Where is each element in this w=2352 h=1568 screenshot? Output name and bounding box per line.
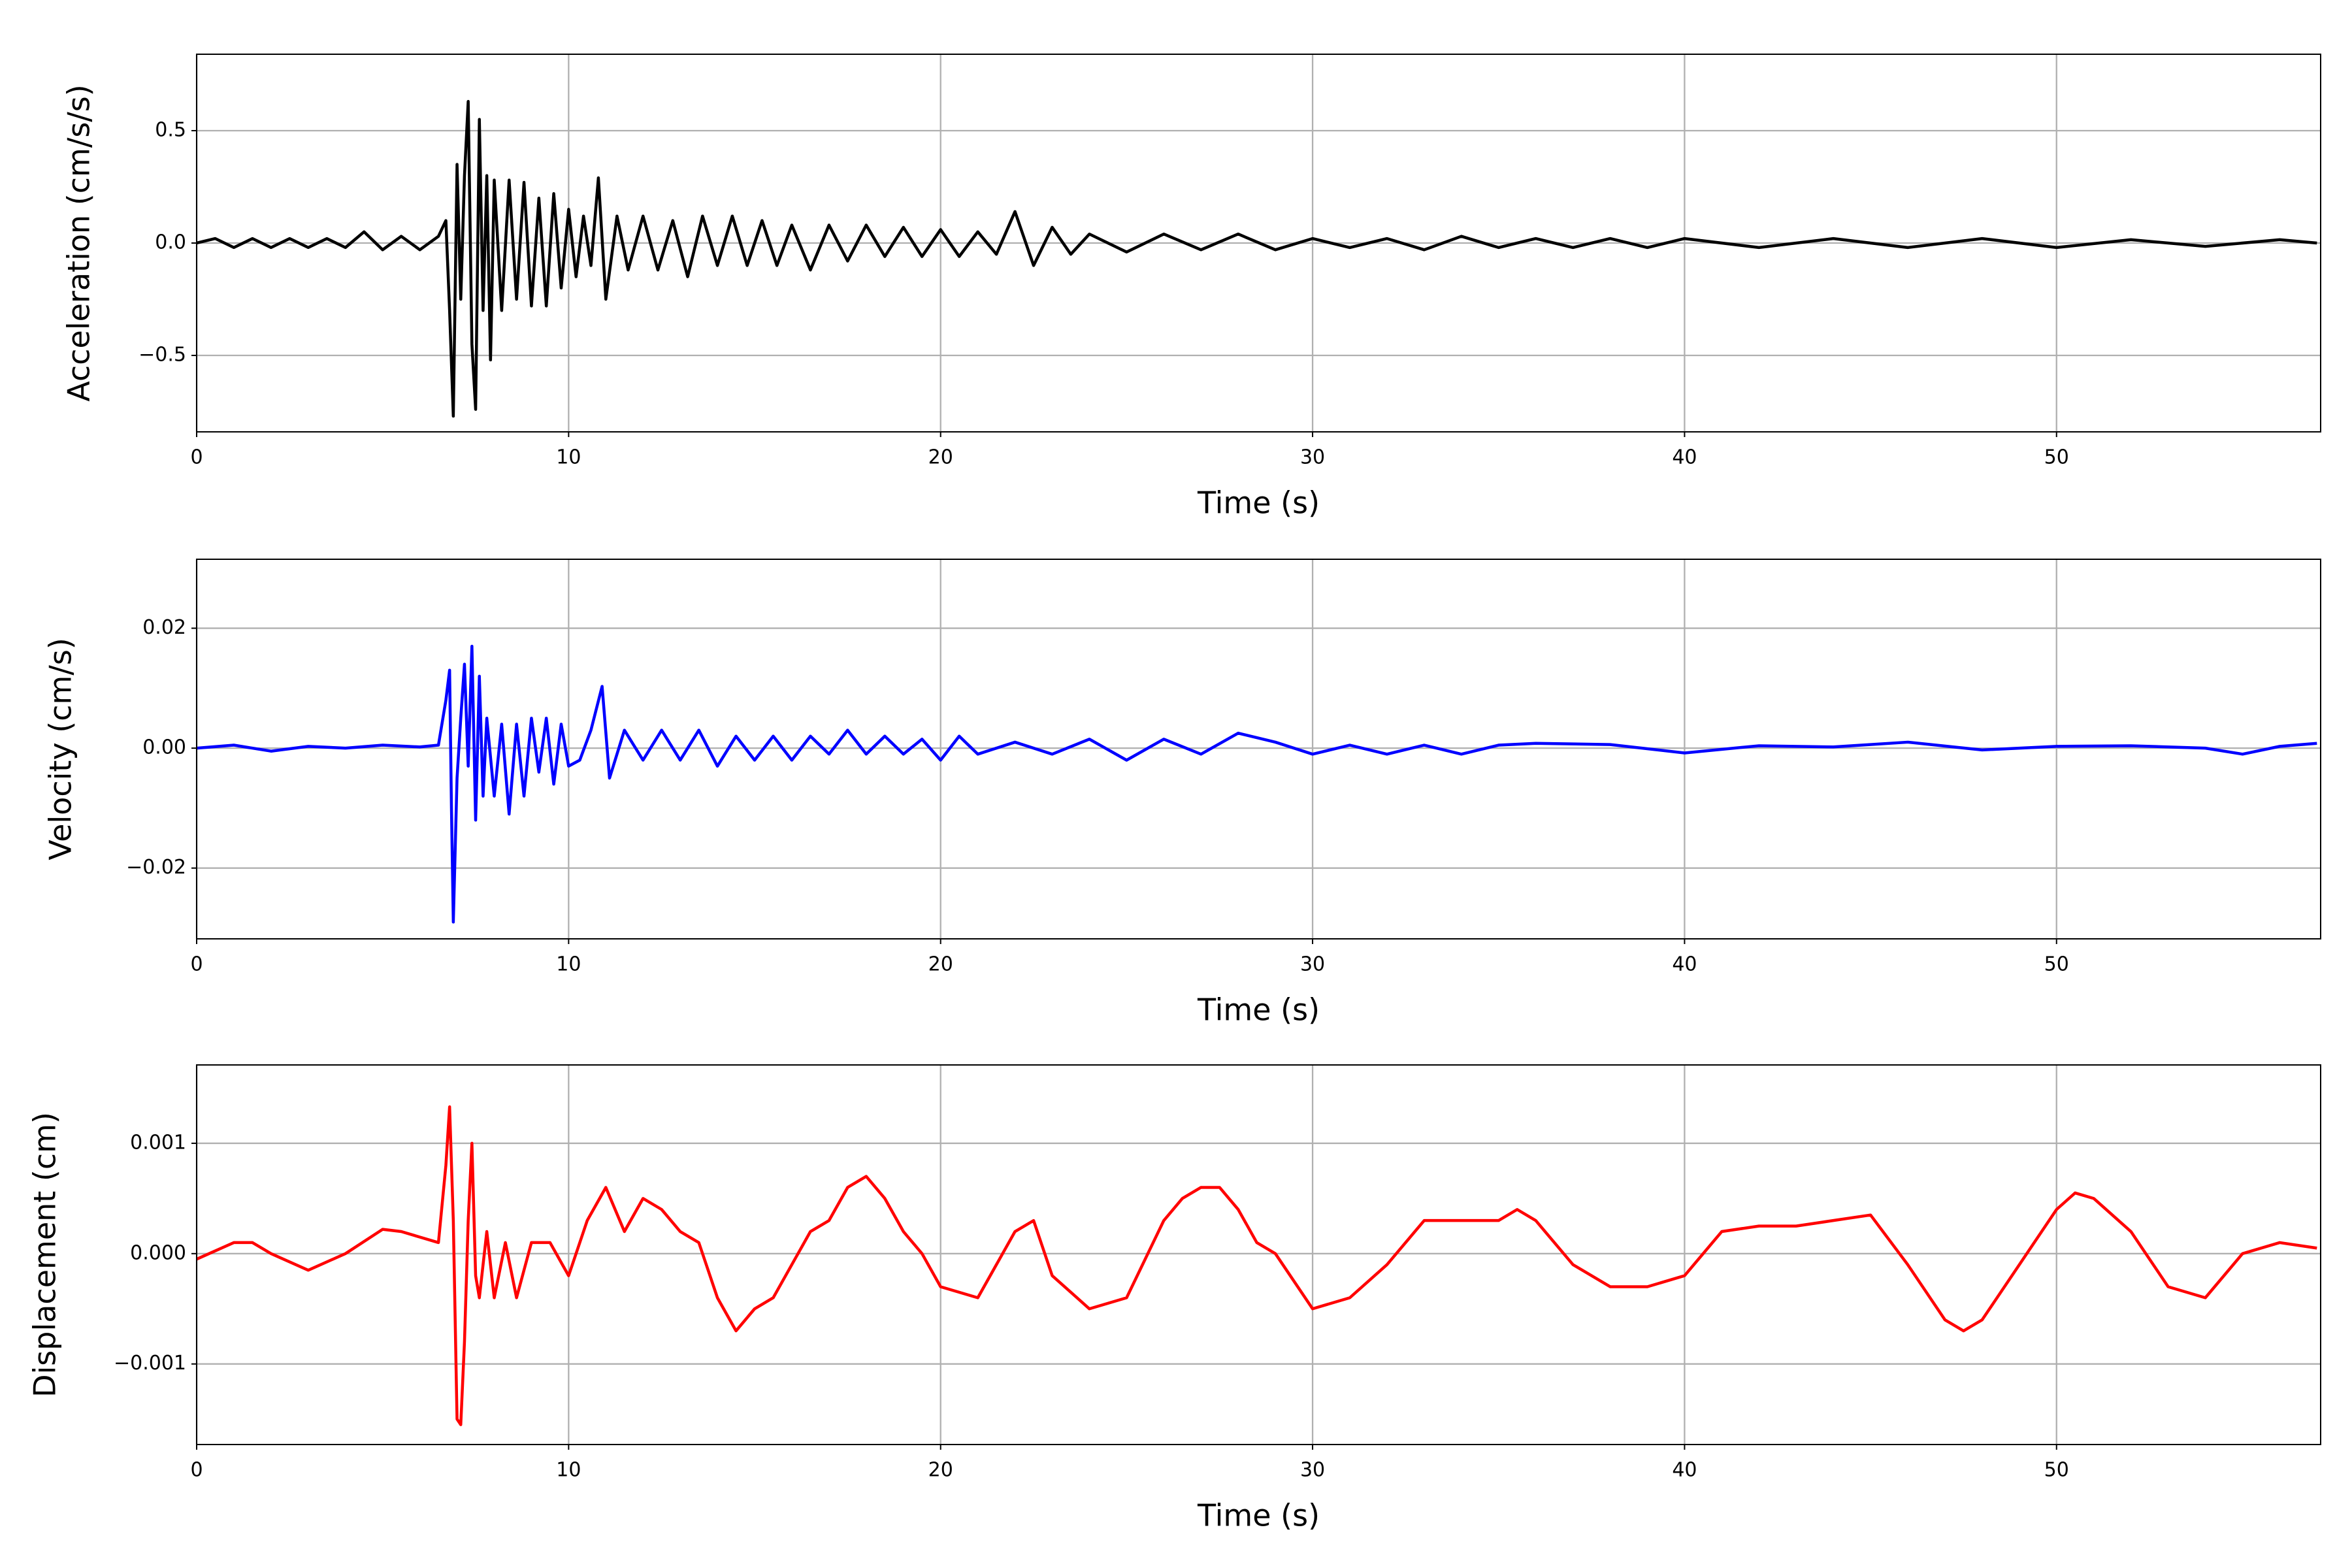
y-tick-label: −0.001 bbox=[114, 1352, 186, 1375]
x-tick-label: 20 bbox=[928, 446, 953, 469]
y-axis-label: Acceleration (cm/s/s) bbox=[61, 84, 97, 401]
y-tick-label: 0.00 bbox=[142, 736, 186, 759]
x-tick-label: 40 bbox=[1672, 953, 1697, 976]
y-tick-label: 0.001 bbox=[130, 1131, 186, 1154]
x-tick-label: 30 bbox=[1300, 1459, 1325, 1482]
x-axis-label: Time (s) bbox=[1197, 485, 1320, 521]
x-tick-label: 10 bbox=[556, 953, 581, 976]
x-tick-label: 50 bbox=[2044, 1459, 2069, 1482]
x-tick-label: 40 bbox=[1672, 446, 1697, 469]
x-tick-label: 20 bbox=[928, 1459, 953, 1482]
y-tick-label: −0.5 bbox=[139, 344, 186, 367]
data-line bbox=[197, 1105, 2317, 1426]
x-tick-label: 0 bbox=[190, 953, 203, 976]
y-tick-label: 0.000 bbox=[130, 1241, 186, 1264]
data-line bbox=[197, 644, 2317, 924]
plot-frame bbox=[196, 54, 2321, 433]
x-tick-label: 10 bbox=[556, 446, 581, 469]
y-axis-label: Velocity (cm/s) bbox=[43, 638, 78, 860]
x-tick-label: 50 bbox=[2044, 446, 2069, 469]
x-tick-label: 0 bbox=[190, 446, 203, 469]
y-axis-label: Displacement (cm) bbox=[27, 1112, 63, 1397]
x-axis-label: Time (s) bbox=[1197, 1498, 1320, 1533]
y-tick-label: 0.5 bbox=[155, 118, 186, 141]
plot-frame bbox=[196, 1064, 2321, 1445]
data-line bbox=[197, 100, 2317, 418]
x-tick-label: 20 bbox=[928, 953, 953, 976]
x-tick-label: 10 bbox=[556, 1459, 581, 1482]
x-axis-label: Time (s) bbox=[1197, 992, 1320, 1028]
plot-frame bbox=[196, 559, 2321, 939]
y-tick-label: 0.02 bbox=[142, 616, 186, 639]
x-tick-label: 30 bbox=[1300, 446, 1325, 469]
x-tick-label: 0 bbox=[190, 1459, 203, 1482]
x-tick-label: 30 bbox=[1300, 953, 1325, 976]
y-tick-label: 0.0 bbox=[155, 231, 186, 254]
x-tick-label: 50 bbox=[2044, 953, 2069, 976]
x-tick-label: 40 bbox=[1672, 1459, 1697, 1482]
y-tick-label: −0.02 bbox=[126, 856, 186, 879]
